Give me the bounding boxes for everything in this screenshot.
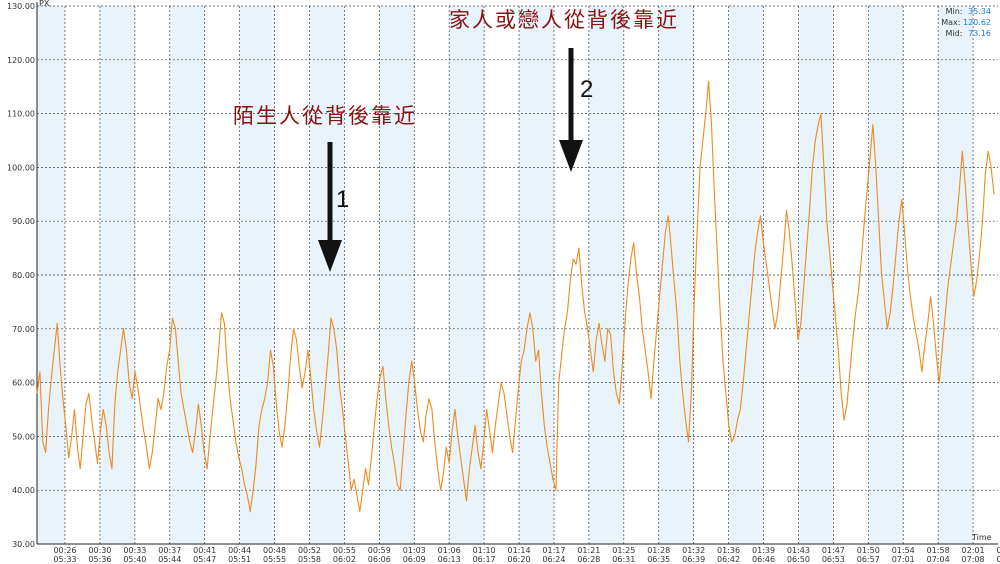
x-tick-label-elapsed: 01:54 bbox=[892, 546, 915, 555]
x-tick-label-elapsed: 00:37 bbox=[158, 546, 181, 555]
x-tick-label-clock: 06:13 bbox=[438, 555, 461, 564]
column-band bbox=[658, 6, 694, 544]
x-tick-label-elapsed: 01:47 bbox=[822, 546, 845, 555]
x-tick-label-elapsed: 02:05 bbox=[996, 546, 1000, 555]
y-tick-label: 90.00 bbox=[12, 217, 35, 226]
x-tick-label-elapsed: 01:43 bbox=[787, 546, 810, 555]
column-band bbox=[169, 6, 205, 544]
x-tick-label-clock: 06:20 bbox=[508, 555, 531, 564]
x-tick-label-clock: 06:50 bbox=[787, 555, 810, 564]
x-tick-label-elapsed: 01:10 bbox=[473, 546, 496, 555]
x-tick-label-elapsed: 01:25 bbox=[612, 546, 635, 555]
x-tick-label-elapsed: 00:33 bbox=[123, 546, 146, 555]
max-label: Max: bbox=[941, 18, 961, 27]
y-tick-label: 120.00 bbox=[7, 56, 35, 65]
x-tick-label-clock: 05:40 bbox=[123, 555, 146, 564]
y-tick-label: 60.00 bbox=[12, 379, 35, 388]
x-tick-label-clock: 07:08 bbox=[962, 555, 985, 564]
x-tick-label-elapsed: 00:52 bbox=[298, 546, 321, 555]
y-tick-label: 30.00 bbox=[12, 540, 35, 549]
min-max-mid-panel: Min: 35.34 Max: 120.62 Mid: 73.16 bbox=[941, 6, 991, 39]
x-tick-label-clock: 05:36 bbox=[88, 555, 111, 564]
axes bbox=[36, 2, 998, 545]
mid-value: 73.16 bbox=[968, 29, 991, 38]
y-tick-label: 80.00 bbox=[12, 271, 35, 280]
mid-row: Mid: 73.16 bbox=[941, 28, 991, 39]
x-tick-label-clock: 06:28 bbox=[577, 555, 600, 564]
x-tick-label-clock: 06:31 bbox=[612, 555, 635, 564]
x-tick-label-clock: 06:53 bbox=[822, 555, 845, 564]
x-tick-label-clock: 06:42 bbox=[717, 555, 740, 564]
y-tick-label: 130.00 bbox=[7, 2, 35, 11]
x-tick-label-elapsed: 01:58 bbox=[927, 546, 950, 555]
grid-lines bbox=[37, 5, 998, 545]
x-tick-label-clock: 06:17 bbox=[473, 555, 496, 564]
x-tick-label-clock: 06:02 bbox=[333, 555, 356, 564]
x-tick-label-clock: 07:01 bbox=[892, 555, 915, 564]
x-tick-label-clock: 05:58 bbox=[298, 555, 321, 564]
y-axis-tick-labels: 30.00 40.00 50.00 60.00 70.00 80.00 90.00 100.0… bbox=[7, 2, 35, 549]
x-tick-label-clock: 07:11 bbox=[996, 555, 1000, 564]
x-tick-label-clock: 07:04 bbox=[927, 555, 950, 564]
x-tick-label-elapsed: 00:30 bbox=[88, 546, 111, 555]
column-band bbox=[938, 6, 974, 544]
y-tick-label: 50.00 bbox=[12, 432, 35, 441]
x-tick-label-elapsed: 00:44 bbox=[228, 546, 251, 555]
arrow-1 bbox=[318, 142, 342, 272]
min-value: 35.34 bbox=[968, 7, 991, 16]
x-tick-label-clock: 05:44 bbox=[158, 555, 181, 564]
x-tick-label-clock: 05:33 bbox=[53, 555, 76, 564]
x-tick-label-elapsed: 01:28 bbox=[647, 546, 670, 555]
x-tick-label-elapsed: 00:59 bbox=[368, 546, 391, 555]
x-tick-label-clock: 06:09 bbox=[403, 555, 426, 564]
x-tick-label-elapsed: 00:55 bbox=[333, 546, 356, 555]
annotation-2-text: 家人或戀人從背後靠近 bbox=[449, 8, 679, 32]
y-tick-label: 40.00 bbox=[12, 486, 35, 495]
x-tick-label-elapsed: 02:01 bbox=[962, 546, 985, 555]
x-tick-label-clock: 06:46 bbox=[752, 555, 775, 564]
x-tick-label-clock: 06:35 bbox=[647, 555, 670, 564]
x-tick-label-clock: 05:51 bbox=[228, 555, 251, 564]
x-tick-label-clock: 05:47 bbox=[193, 555, 216, 564]
min-row: Min: 35.34 bbox=[941, 6, 991, 17]
x-tick-label-clock: 06:06 bbox=[368, 555, 391, 564]
y-tick-label: 70.00 bbox=[12, 325, 35, 334]
x-tick-label-elapsed: 01:36 bbox=[717, 546, 740, 555]
y-tick-label: 100.00 bbox=[7, 163, 35, 172]
x-tick-label-clock: 06:57 bbox=[857, 555, 880, 564]
x-axis-label: Time bbox=[971, 533, 992, 542]
x-tick-label-elapsed: 01:14 bbox=[508, 546, 531, 555]
arrow-2 bbox=[559, 48, 583, 172]
x-tick-label-elapsed: 01:17 bbox=[542, 546, 565, 555]
x-tick-label-elapsed: 00:41 bbox=[193, 546, 216, 555]
max-value: 120.62 bbox=[963, 18, 991, 27]
x-tick-label-elapsed: 01:21 bbox=[577, 546, 600, 555]
y-axis-label: PX bbox=[39, 0, 50, 8]
x-tick-label-elapsed: 01:03 bbox=[403, 546, 426, 555]
x-tick-label-elapsed: 01:06 bbox=[438, 546, 461, 555]
column-band bbox=[519, 6, 554, 544]
x-tick-label-clock: 05:55 bbox=[263, 555, 286, 564]
series-line-px bbox=[36, 80, 995, 513]
x-tick-label-elapsed: 00:26 bbox=[53, 546, 76, 555]
y-tick-label: 110.00 bbox=[7, 110, 35, 119]
x-tick-label-elapsed: 01:39 bbox=[752, 546, 775, 555]
min-label: Min: bbox=[945, 7, 963, 16]
max-row: Max: 120.62 bbox=[941, 17, 991, 28]
annotation-1-number: 1 bbox=[336, 186, 350, 213]
x-tick-label-clock: 06:24 bbox=[542, 555, 565, 564]
x-tick-label-elapsed: 01:50 bbox=[857, 546, 880, 555]
x-tick-label-elapsed: 00:48 bbox=[263, 546, 286, 555]
annotation-1-text: 陌生人從背後靠近 bbox=[233, 104, 417, 128]
column-band bbox=[798, 6, 834, 544]
mid-label: Mid: bbox=[945, 29, 963, 38]
x-tick-label-clock: 06:39 bbox=[682, 555, 705, 564]
x-tick-label-elapsed: 01:32 bbox=[682, 546, 705, 555]
annotation-2-number: 2 bbox=[580, 76, 594, 103]
